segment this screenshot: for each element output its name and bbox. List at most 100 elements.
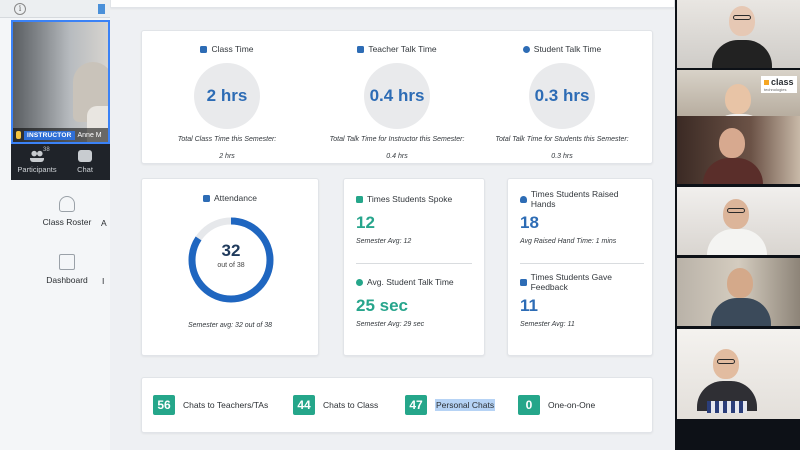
feedback-metric: Times Students Gave Feedback 11 Semester… bbox=[520, 272, 644, 328]
students-spoke-title: Times Students Spoke bbox=[367, 194, 453, 204]
chat-icon bbox=[78, 150, 92, 162]
raised-hands-title: Times Students Raised Hands bbox=[530, 189, 619, 209]
attendance-value: 32 bbox=[221, 241, 241, 260]
dashboard-header-strip bbox=[110, 0, 675, 8]
attendance-out-of: out of 38 bbox=[217, 262, 245, 269]
participant-video-6[interactable] bbox=[677, 329, 800, 419]
logo-mark-icon bbox=[764, 80, 769, 85]
teacher-talk-value: 0.4 hrs bbox=[364, 63, 430, 129]
raised-hands-metric: Times Students Raised Hands 18 Avg Raise… bbox=[520, 189, 644, 245]
participant-video-3[interactable] bbox=[677, 116, 800, 184]
feedback-title: Times Students Gave Feedback bbox=[530, 272, 612, 292]
participant-head bbox=[725, 84, 751, 114]
bookmark-icon[interactable] bbox=[98, 4, 105, 14]
teacher-talk-metric: Teacher Talk Time 0.4 hrs Total Talk Tim… bbox=[317, 43, 477, 160]
scarf-pattern bbox=[707, 401, 747, 413]
student-icon bbox=[522, 45, 530, 53]
feedback-caption: Semester Avg: 11 bbox=[520, 321, 575, 328]
one-on-one-chats: 0 One-on-One bbox=[518, 395, 595, 415]
truncated-app-label: A bbox=[101, 218, 107, 228]
class-time-caption: Total Class Time this Semester: bbox=[177, 136, 277, 143]
participant-video-1[interactable] bbox=[677, 0, 800, 68]
students-spoke-metric: Times Students Spoke 12 Semester Avg: 12 bbox=[356, 193, 472, 245]
sidebar-topbar: i bbox=[0, 0, 110, 18]
microphone-icon bbox=[16, 131, 21, 139]
clock-icon bbox=[200, 45, 208, 53]
teacher-icon bbox=[357, 45, 365, 53]
dashboard-icon bbox=[59, 254, 75, 270]
participants-icon bbox=[30, 150, 44, 162]
feedback-icon bbox=[520, 278, 527, 286]
one-on-one-label: One-on-One bbox=[548, 400, 596, 410]
logo-subtext: technologies bbox=[764, 87, 787, 92]
raised-hands-value: 18 bbox=[520, 213, 539, 232]
timer-icon bbox=[356, 278, 363, 286]
chats-to-teachers-label: Chats to Teachers/TAs bbox=[183, 400, 269, 410]
participant-body bbox=[711, 298, 771, 326]
class-roster-button[interactable]: Class Roster bbox=[39, 196, 95, 227]
students-spoke-card: Times Students Spoke 12 Semester Avg: 12… bbox=[343, 178, 485, 356]
teacher-talk-caption: Total Talk Time for Instructor this Seme… bbox=[329, 136, 465, 143]
dashboard-button[interactable]: Dashboard bbox=[39, 254, 95, 285]
student-talk-title: Student Talk Time bbox=[533, 44, 602, 54]
raised-hands-caption: Avg Raised Hand Time: 1 mins bbox=[520, 238, 617, 245]
attendance-ring bbox=[188, 217, 274, 303]
attendance-caption: Semester avg: 32 out of 38 bbox=[187, 322, 273, 329]
chat-label: Chat bbox=[77, 165, 93, 174]
class-time-title: Class Time bbox=[211, 44, 254, 54]
participants-label: Participants bbox=[17, 165, 57, 174]
truncated-app-label-2: I bbox=[102, 276, 105, 286]
chat-button[interactable]: Chat bbox=[61, 146, 109, 178]
logo-text: class bbox=[771, 77, 794, 87]
student-talk-subvalue: 0.3 hrs bbox=[551, 153, 573, 160]
class-time-subvalue: 2 hrs bbox=[219, 153, 235, 160]
user-icon bbox=[59, 196, 75, 212]
participant-video-4[interactable] bbox=[677, 187, 800, 255]
student-talk-metric: Student Talk Time 0.3 hrs Total Talk Tim… bbox=[482, 43, 642, 160]
chat-summary-card: 56 Chats to Teachers/TAs 44 Chats to Cla… bbox=[141, 377, 653, 433]
avg-talk-caption: Semester Avg: 29 sec bbox=[356, 321, 425, 328]
personal-chats: 47 Personal Chats bbox=[405, 395, 496, 415]
participant-head bbox=[719, 128, 745, 158]
attendance-title: Attendance bbox=[213, 193, 257, 203]
class-roster-label: Class Roster bbox=[42, 217, 92, 227]
class-time-metric: Class Time 2 hrs Total Class Time this S… bbox=[147, 43, 307, 160]
attendance-ring-fill bbox=[188, 217, 274, 303]
participant-video-column: class technologies bbox=[675, 0, 800, 450]
glasses-icon bbox=[717, 359, 735, 364]
participants-button[interactable]: 38 Participants bbox=[13, 146, 61, 178]
meeting-toolbar: 38 Participants Chat bbox=[11, 144, 110, 180]
student-talk-caption: Total Talk Time for Students this Semest… bbox=[495, 136, 629, 143]
participant-head bbox=[713, 349, 739, 379]
speaking-icon bbox=[356, 195, 363, 203]
students-spoke-caption: Semester Avg: 12 bbox=[356, 238, 412, 245]
avg-talk-metric: Avg. Student Talk Time 25 sec Semester A… bbox=[356, 276, 472, 328]
feedback-value: 11 bbox=[520, 296, 538, 315]
chats-to-class: 44 Chats to Class bbox=[293, 395, 378, 415]
class-time-card: Class Time 2 hrs Total Class Time this S… bbox=[141, 30, 653, 164]
class-logo: class technologies bbox=[761, 76, 797, 93]
participant-body bbox=[712, 40, 772, 68]
card-divider bbox=[520, 263, 644, 264]
participants-count: 38 bbox=[43, 147, 50, 153]
avg-talk-title: Avg. Student Talk Time bbox=[367, 277, 454, 287]
dashboard-label: Dashboard bbox=[46, 275, 88, 285]
meeting-sidebar: i INSTRUCTOR Anne M 38 Participants Chat… bbox=[0, 0, 110, 450]
instructor-name: Anne M bbox=[77, 131, 102, 139]
personal-chats-label: Personal Chats bbox=[435, 399, 496, 411]
instructor-video[interactable]: INSTRUCTOR Anne M bbox=[11, 20, 110, 144]
participant-head bbox=[723, 199, 749, 229]
teacher-talk-subvalue: 0.4 hrs bbox=[386, 153, 408, 160]
info-icon[interactable]: i bbox=[14, 3, 26, 15]
raised-hands-card: Times Students Raised Hands 18 Avg Raise… bbox=[507, 178, 653, 356]
participant-video-5[interactable] bbox=[677, 258, 800, 326]
teacher-talk-title: Teacher Talk Time bbox=[368, 44, 437, 54]
class-time-value: 2 hrs bbox=[194, 63, 260, 129]
card-divider bbox=[356, 263, 472, 264]
glasses-icon bbox=[727, 208, 745, 213]
chats-to-class-label: Chats to Class bbox=[323, 400, 379, 410]
participant-body bbox=[707, 229, 767, 255]
attendance-card: Attendance 32 out of 38 Semester avg: 32… bbox=[141, 178, 319, 356]
hand-icon bbox=[520, 195, 527, 203]
participant-head bbox=[729, 6, 755, 36]
